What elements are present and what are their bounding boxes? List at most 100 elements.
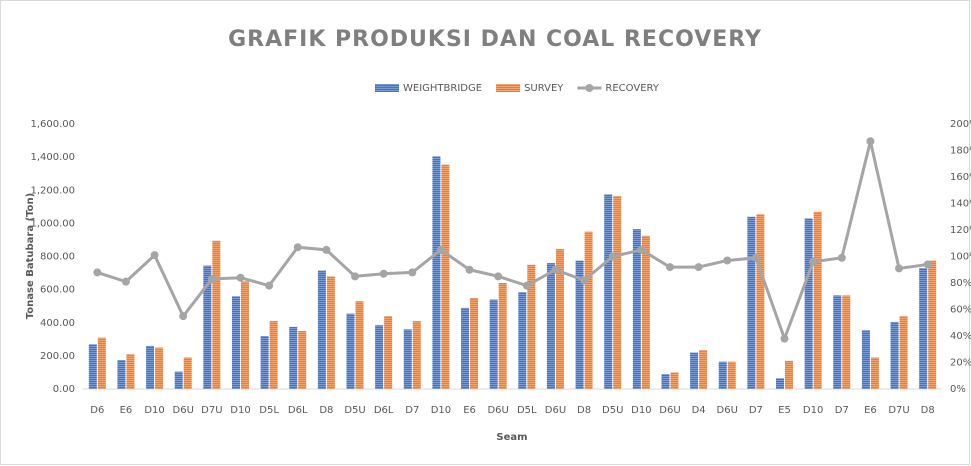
y-tick-label: 1,200.00 <box>30 185 75 196</box>
y-tick-label: 200.00 <box>40 351 75 362</box>
x-axis-title: Seam <box>496 432 527 443</box>
bar <box>298 331 307 389</box>
bar <box>527 264 536 389</box>
bar <box>575 260 584 389</box>
line-point <box>494 272 503 281</box>
y2-tick-label: 160% <box>950 172 971 183</box>
bar <box>489 299 498 389</box>
line-point <box>265 281 274 290</box>
line-point <box>121 277 130 286</box>
bar <box>604 194 613 389</box>
bar <box>699 350 708 389</box>
bar <box>641 235 650 389</box>
bar <box>518 292 527 389</box>
line-point <box>436 245 445 254</box>
bar <box>498 283 507 389</box>
x-tick-label: D10 <box>631 405 651 416</box>
bar <box>546 263 555 389</box>
x-tick-label: D8 <box>577 405 591 416</box>
y-tick-label: 800.00 <box>40 252 75 263</box>
bar <box>412 321 421 389</box>
x-tick-label: D6U <box>659 405 680 416</box>
bar <box>690 352 699 389</box>
bar <box>240 281 249 389</box>
bar <box>441 164 450 389</box>
y2-tick-label: 80% <box>950 278 971 289</box>
x-tick-label: D8 <box>921 405 935 416</box>
line-point <box>580 276 589 285</box>
x-tick-label: D7U <box>201 405 222 416</box>
bar <box>632 229 641 389</box>
y-tick-label: 600.00 <box>40 285 75 296</box>
x-tick-label: E5 <box>778 405 791 416</box>
x-tick-label: D5U <box>344 405 365 416</box>
legend-label: SURVEY <box>524 83 564 94</box>
y2-tick-label: 140% <box>950 199 971 210</box>
x-tick-label: D7 <box>749 405 763 416</box>
bar <box>842 295 851 389</box>
x-tick-label: E6 <box>864 405 877 416</box>
x-tick-label: D5L <box>517 405 537 416</box>
bar <box>870 357 879 389</box>
x-tick-label: E6 <box>463 405 476 416</box>
line-point <box>408 268 417 277</box>
bar <box>919 268 928 389</box>
x-tick-label: D6L <box>374 405 394 416</box>
line-point <box>522 281 531 290</box>
x-tick-label: D5U <box>602 405 623 416</box>
bar <box>97 337 106 389</box>
line-point <box>293 243 302 252</box>
bar <box>375 325 384 389</box>
y-tick-label: 1,600.00 <box>30 119 75 130</box>
x-tick-label: D7U <box>888 405 909 416</box>
bar <box>861 330 870 389</box>
line-point <box>837 253 846 262</box>
x-tick-label: D6U <box>487 405 508 416</box>
x-tick-label: D10 <box>144 405 164 416</box>
x-tick-label: D4 <box>692 405 706 416</box>
x-tick-label: E6 <box>120 405 133 416</box>
bar <box>146 345 155 389</box>
bar <box>555 249 564 389</box>
line-point <box>322 245 331 254</box>
bar <box>470 297 479 389</box>
line-point <box>93 268 102 277</box>
line-point <box>637 245 646 254</box>
bar <box>384 316 393 389</box>
y-tick-label: 0.00 <box>53 384 75 395</box>
line-point <box>465 265 474 274</box>
x-tick-label: D6U <box>717 405 738 416</box>
bar <box>785 360 794 389</box>
bar <box>890 321 899 389</box>
line-point <box>923 260 932 269</box>
line-point <box>179 312 188 321</box>
bar <box>117 360 126 389</box>
y2-tick-label: 180% <box>950 146 971 157</box>
x-tick-label: D5L <box>259 405 279 416</box>
bar <box>260 336 269 389</box>
legend-swatch <box>496 84 521 92</box>
bar <box>727 361 736 389</box>
legend-marker <box>585 84 594 92</box>
bar <box>326 276 335 389</box>
bar <box>126 354 135 389</box>
y2-tick-label: 120% <box>950 225 971 236</box>
line-point <box>809 257 818 266</box>
line-point <box>895 264 904 273</box>
bar <box>613 196 622 389</box>
bar <box>289 326 298 389</box>
y2-tick-label: 100% <box>950 252 971 263</box>
line-point <box>379 269 388 278</box>
x-tick-label: D6 <box>90 405 104 416</box>
x-tick-label: D6U <box>173 405 194 416</box>
x-tick-label: D7 <box>835 405 849 416</box>
bar <box>747 216 756 389</box>
x-tick-label: D10 <box>230 405 250 416</box>
bar <box>432 156 441 389</box>
bar <box>584 231 593 389</box>
bar <box>88 344 97 389</box>
chart-title: GRAFIK PRODUKSI DAN COAL RECOVERY <box>228 27 762 52</box>
bar <box>174 371 183 389</box>
bar <box>776 378 785 389</box>
